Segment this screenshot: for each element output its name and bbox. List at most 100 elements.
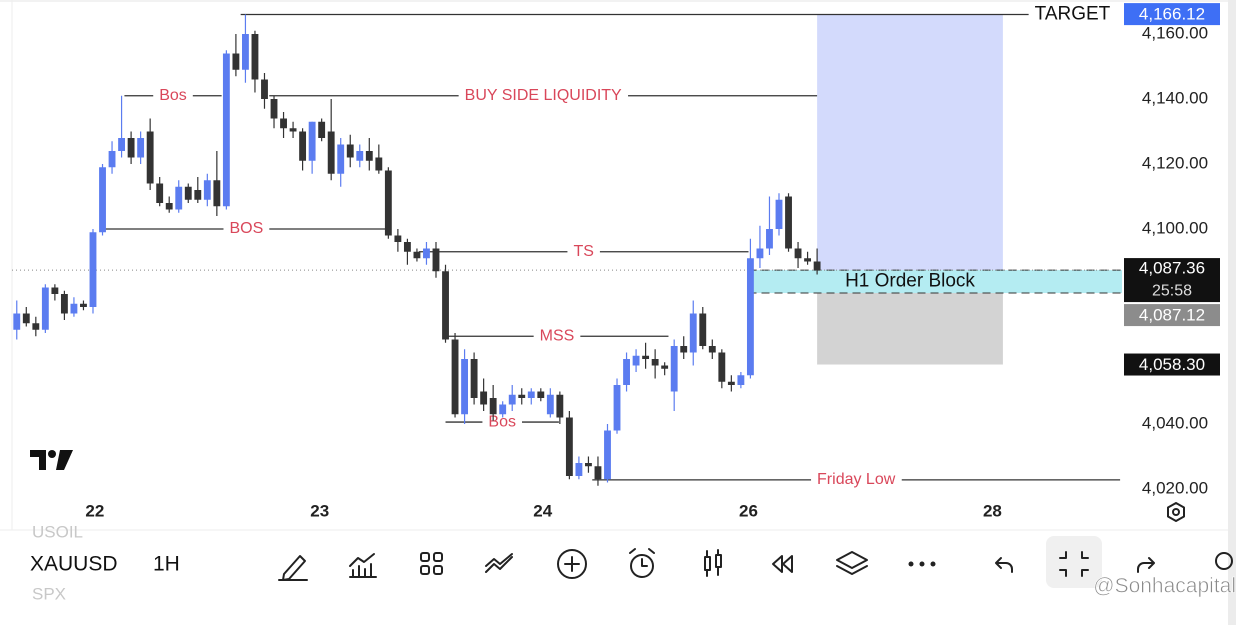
candle-body: [775, 199, 783, 229]
candle-body: [546, 394, 554, 415]
watchlist-item[interactable]: SPX: [32, 584, 66, 603]
candle-body: [346, 144, 354, 158]
compare[interactable]: [485, 553, 513, 573]
redo[interactable]: [1137, 557, 1155, 573]
more[interactable]: [908, 561, 936, 567]
y-tick-label: 4,160.00: [1142, 23, 1208, 42]
candle-body: [41, 287, 49, 330]
candle-body: [575, 463, 583, 476]
add[interactable]: [557, 549, 587, 579]
last-price-tag: [1124, 258, 1220, 303]
x-tick-label: 26: [739, 501, 758, 520]
collapse: [1059, 551, 1089, 577]
annotation-label-bg: [533, 327, 581, 345]
candle-body: [270, 99, 278, 119]
candle-body: [203, 180, 211, 200]
annotation-label: BOS: [229, 220, 263, 237]
candle-body: [22, 313, 30, 324]
symbol[interactable]: XAUUSD: [30, 553, 118, 576]
replay[interactable]: [772, 555, 793, 573]
candle-body: [499, 404, 507, 415]
settings-icon[interactable]: [1167, 502, 1185, 522]
candle-body: [756, 248, 764, 259]
candle-body: [623, 359, 630, 385]
toolbar: [278, 536, 1233, 588]
annotation-label: TARGET: [1035, 4, 1111, 25]
annotation-label: Friday Low: [817, 471, 896, 488]
candle-body: [308, 121, 316, 161]
candle-body: [80, 303, 87, 307]
annotation-label-bg: [458, 86, 629, 104]
undo[interactable]: [995, 557, 1013, 573]
x-tick-label: 23: [310, 501, 329, 520]
price-tag-label: 4,166.12: [1139, 5, 1205, 24]
candle-body: [737, 375, 745, 385]
candle-body: [251, 34, 259, 80]
candle-body: [213, 180, 221, 207]
last-price-label: 4,087.36: [1139, 259, 1205, 278]
watchlist-item[interactable]: USOIL: [32, 522, 83, 541]
candle-body: [60, 294, 68, 314]
countdown: 25:58: [1152, 282, 1192, 299]
candle-body: [184, 186, 192, 200]
candle-body: [99, 167, 106, 233]
candle-body: [280, 118, 287, 129]
candle-body: [146, 131, 154, 184]
candle-body: [337, 144, 345, 174]
candle-body: [356, 151, 364, 161]
annotation-label: MSS: [540, 327, 575, 344]
chart-type[interactable]: [704, 549, 722, 577]
candle-body: [299, 131, 307, 161]
candle-body: [327, 131, 335, 174]
candle-body: [785, 196, 792, 249]
x-tick-label: 28: [983, 501, 1002, 520]
fullscreen-button[interactable]: [1046, 536, 1102, 588]
draw-tool[interactable]: [278, 555, 308, 581]
candle-body: [175, 186, 183, 210]
annotation-label: TS: [573, 243, 593, 260]
alert[interactable]: [629, 548, 655, 578]
candle-body: [442, 271, 449, 340]
y-tick-label: 4,020.00: [1142, 478, 1208, 497]
candle-body: [565, 417, 573, 476]
candle-body: [461, 359, 469, 415]
candle-body: [556, 394, 564, 418]
candle-body: [51, 287, 59, 294]
settings-icon-dot: [1172, 508, 1180, 516]
candle-body: [127, 138, 135, 158]
candle-body: [699, 313, 707, 346]
indicators[interactable]: [349, 553, 377, 578]
candle-body: [585, 463, 592, 467]
annotation-label-bg: [567, 242, 600, 260]
candle-body: [232, 53, 240, 70]
candle-body: [32, 323, 40, 330]
axes: 4,020.00 4,040.00 4,100.00 4,120.00 4,140.00…: [85, 3, 1220, 520]
layers[interactable]: [836, 551, 868, 575]
candle-body: [661, 365, 669, 369]
candle-body: [470, 359, 478, 398]
annotation-label-bg: [811, 471, 902, 489]
candle-body: [670, 346, 678, 392]
annotation-label-bg: [223, 220, 270, 238]
candle-body: [423, 248, 430, 259]
annotation-label: Bos: [159, 87, 187, 104]
search[interactable]: [1215, 552, 1233, 570]
interval[interactable]: 1H: [153, 553, 180, 576]
y-tick-label: 4,100.00: [1142, 218, 1208, 237]
x-tick-label: 24: [533, 501, 552, 520]
layouts[interactable]: [420, 552, 443, 575]
candle-body: [451, 339, 459, 415]
y-tick-label: 4,040.00: [1142, 413, 1208, 432]
candle-body: [137, 138, 145, 158]
annotation-label: Bos: [488, 413, 516, 430]
candle-body: [813, 261, 821, 271]
order-block-label: H1 Order Block: [845, 271, 975, 292]
candle-body: [746, 258, 754, 376]
candle-body: [718, 352, 726, 382]
candle-body: [222, 53, 230, 207]
order-block: [748, 270, 1122, 294]
candle-body: [604, 430, 611, 480]
profit-zone: [817, 14, 1003, 271]
